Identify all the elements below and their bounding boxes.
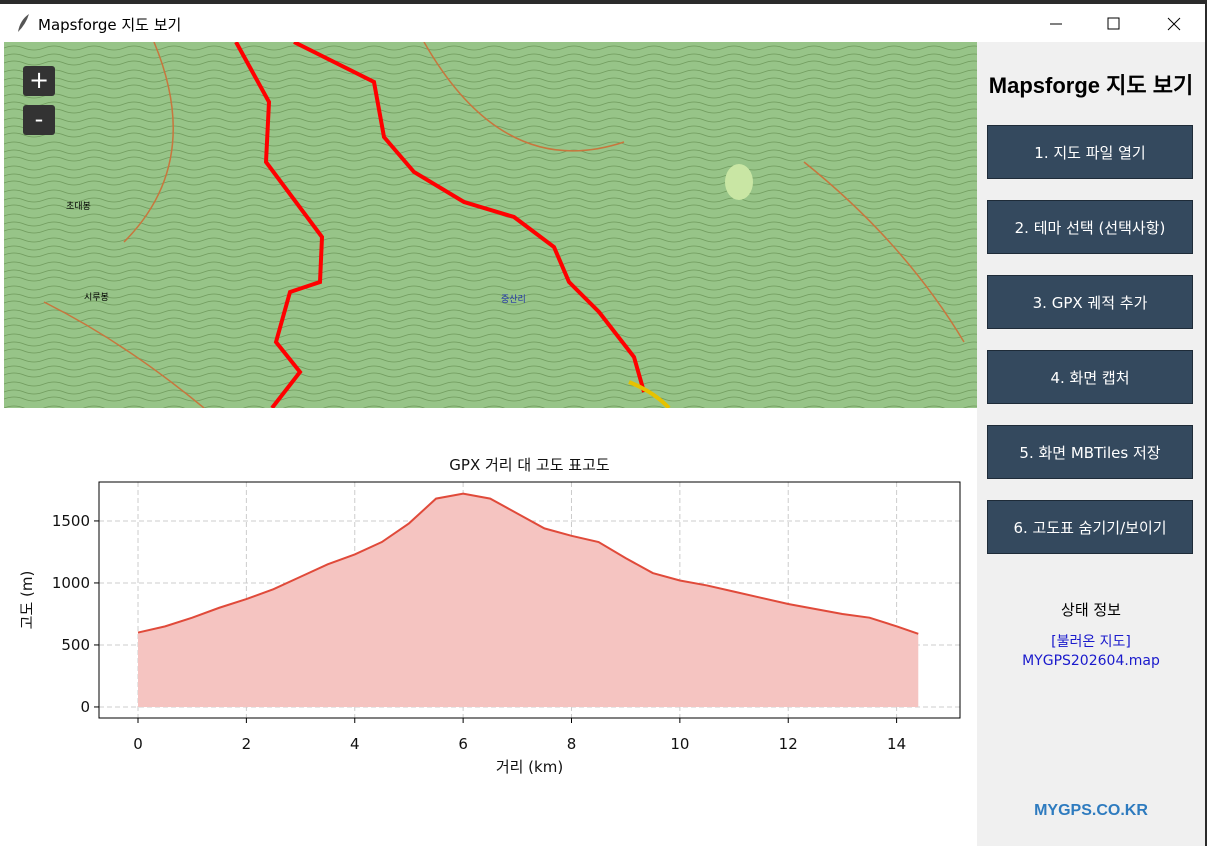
sidebar: Mapsforge 지도 보기 1. 지도 파일 열기 2. 테마 선택 (선택… (977, 42, 1205, 846)
button[interactable]: 4. 화면 캡처 (987, 350, 1193, 404)
button[interactable]: 6. 고도표 숨기기/보이기 (987, 500, 1193, 554)
map-view[interactable]: + - 초대봉 시루봉 중산리 (4, 42, 977, 408)
sidebar-title: Mapsforge 지도 보기 (988, 73, 1194, 98)
y-tick-label: 1500 (52, 512, 90, 530)
window-controls[interactable] (1040, 12, 1190, 36)
map-canvas (4, 42, 977, 408)
plot-frame (98, 481, 961, 719)
zoom-in-button[interactable]: + (23, 66, 55, 96)
y-tick-label: 500 (61, 636, 90, 654)
map-label: 시루봉 (84, 293, 109, 303)
x-tick-label: 14 (887, 735, 906, 753)
button[interactable]: 1. 지도 파일 열기 (987, 125, 1193, 179)
zoom-out-button[interactable]: - (23, 105, 55, 135)
x-tick-label: 2 (242, 735, 252, 753)
map-label: 초대봉 (66, 202, 91, 212)
title-bar: Mapsforge 지도 보기 (0, 4, 1205, 42)
x-tick-label: 8 (567, 735, 577, 753)
button[interactable]: 3. GPX 궤적 추가 (987, 275, 1193, 329)
y-tick-label: 0 (80, 698, 90, 716)
x-tick-label: 0 (133, 735, 143, 753)
map-label: 중산리 (501, 295, 526, 305)
x-tick-label: 6 (458, 735, 468, 753)
x-tick-label: 12 (779, 735, 798, 753)
y-tick-label: 1000 (52, 574, 90, 592)
status-label: [불러온 지도] (1051, 634, 1131, 650)
button[interactable]: 5. 화면 MBTiles 저장 (987, 425, 1193, 479)
x-tick-label: 4 (350, 735, 360, 753)
status-file: MYGPS202604.map (1022, 653, 1160, 669)
status-title: 상태 정보 (1061, 601, 1121, 619)
button[interactable]: 2. 테마 선택 (선택사항) (987, 200, 1193, 254)
elevation-line (137, 492, 919, 635)
x-tick-label: 10 (670, 735, 689, 753)
footer-link[interactable]: MYGPS.CO.KR (1034, 802, 1148, 819)
window: Mapsforge 지도 보기 + - 초대봉 시루봉 중산리 Mapsforg… (0, 4, 1205, 846)
area-fill (138, 493, 919, 707)
y-axis-label: 고도 (m) (18, 571, 36, 630)
chart-title: GPX 거리 대 고도 표고도 (449, 456, 610, 474)
app-icon (18, 14, 29, 32)
x-axis-label: 거리 (km) (496, 758, 563, 776)
window-title: Mapsforge 지도 보기 (38, 16, 182, 34)
